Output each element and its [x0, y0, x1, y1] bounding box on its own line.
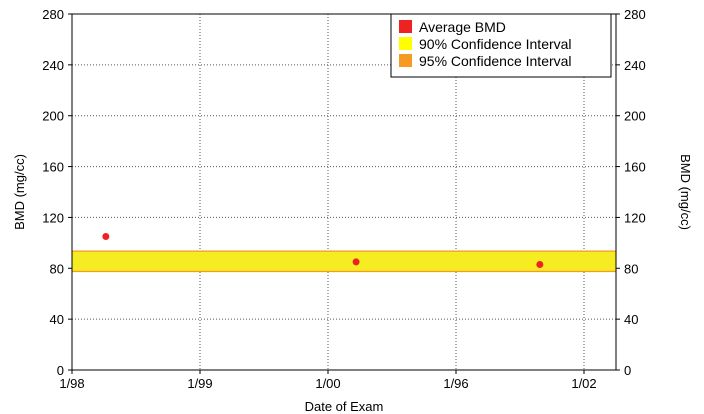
- legend-label: 90% Confidence Interval: [419, 36, 572, 52]
- y-tick-label: 160: [42, 160, 64, 175]
- y-tick-label: 40: [624, 312, 638, 327]
- legend-swatch: [399, 20, 412, 33]
- x-tick-label: 1/99: [187, 376, 212, 391]
- y-tick-label: 80: [624, 261, 638, 276]
- bmd-point: [352, 258, 360, 266]
- bmd-point: [102, 233, 110, 240]
- y-tick-label: 200: [42, 109, 64, 124]
- x-tick-label: 1/98: [59, 376, 84, 391]
- y-tick-label: 120: [624, 210, 646, 225]
- bmd-point: [536, 260, 544, 268]
- y-tick-label: 240: [624, 58, 646, 73]
- plot-frame: [71, 13, 617, 371]
- y-tick-label: 0: [57, 363, 64, 378]
- data-points: [102, 233, 544, 268]
- confidence-bands: [72, 250, 616, 273]
- legend-label: 95% Confidence Interval: [419, 53, 572, 69]
- x-axis: 1/98 1/99 1/00 1/96 1/02: [59, 370, 597, 391]
- legend-label: Average BMD: [419, 19, 506, 35]
- y-tick-label: 80: [50, 261, 64, 276]
- y-tick-label: 0: [624, 363, 631, 378]
- y-axis-title-left: BMD (mg/cc): [12, 154, 27, 230]
- y-axis-right: 0 40 80 120 160 200 240 280: [616, 7, 646, 378]
- x-tick-label: 1/00: [315, 376, 340, 391]
- y-tick-label: 200: [624, 109, 646, 124]
- ci90-band: [72, 251, 616, 271]
- legend-swatch: [399, 54, 412, 67]
- y-tick-label: 280: [624, 7, 646, 22]
- y-tick-label: 120: [42, 210, 64, 225]
- legend-box: [390, 13, 612, 78]
- x-tick-label: 1/02: [571, 376, 596, 391]
- y-tick-label: 240: [42, 58, 64, 73]
- y-tick-label: 280: [42, 7, 64, 22]
- x-tick-label: 1/96: [443, 376, 468, 391]
- y-tick-label: 40: [50, 312, 64, 327]
- legend-swatch: [399, 37, 412, 50]
- x-axis-title: Date of Exam: [305, 399, 384, 414]
- y-axis-title-right: BMD (mg/cc): [678, 154, 693, 230]
- y-axis-left: 0 40 80 120 160 200 240 280: [42, 7, 72, 378]
- y-tick-label: 160: [624, 160, 646, 175]
